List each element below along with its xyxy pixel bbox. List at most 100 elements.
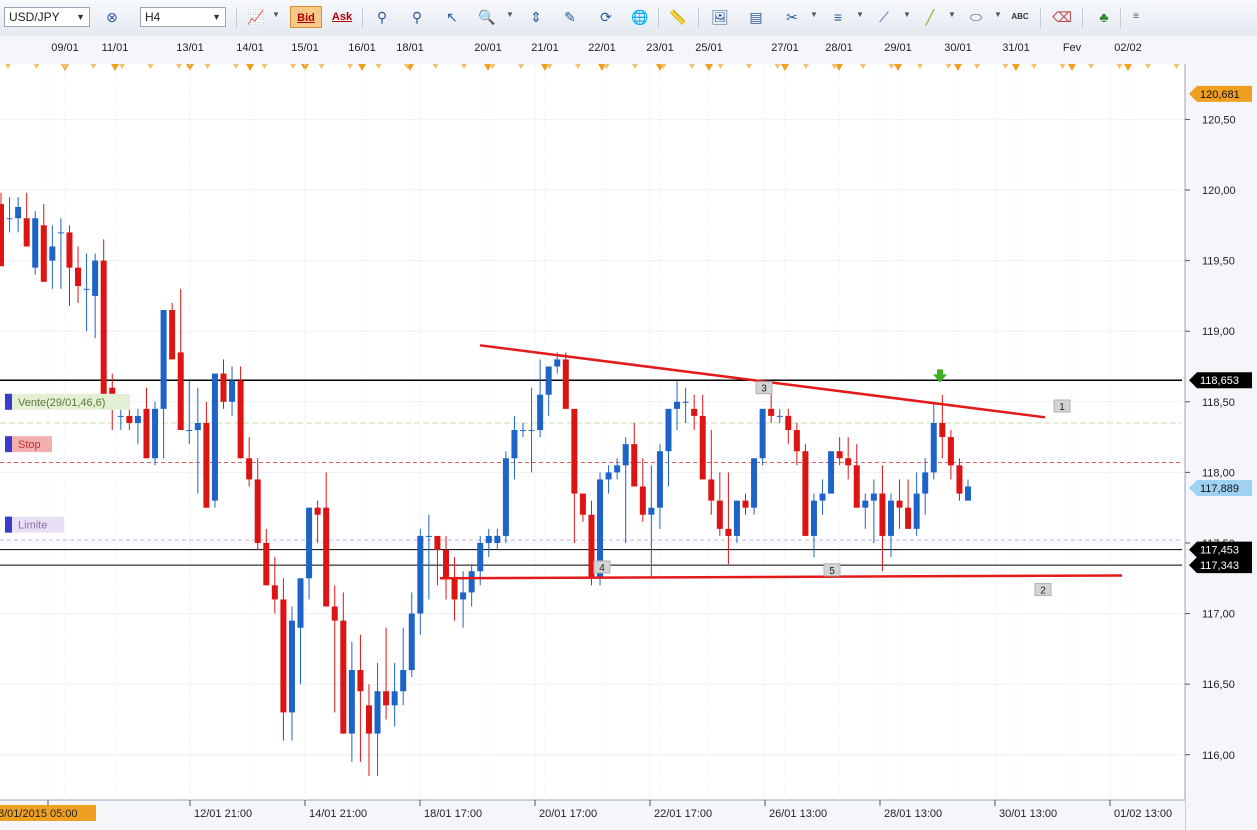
bid-button[interactable]: Bid: [290, 6, 322, 28]
toolbar-divider: [658, 8, 659, 28]
price-tick-label: 118,00: [1202, 467, 1235, 479]
candle-body: [83, 288, 90, 290]
chevron-down-icon[interactable]: ▼: [272, 10, 280, 19]
date-tick-icon: [489, 64, 496, 69]
annotation-box[interactable]: [1053, 399, 1071, 413]
candle-body: [254, 479, 261, 543]
chevron-down-icon[interactable]: ▼: [994, 10, 1002, 19]
template-icon[interactable]: ▤: [749, 9, 763, 25]
picture-icon[interactable]: 🖼: [711, 9, 729, 25]
date-tick-icon: [746, 64, 752, 69]
chart-type-icon[interactable]: 📈: [247, 9, 265, 25]
candle-body: [828, 451, 835, 494]
candle-body: [237, 380, 244, 459]
date-marker-icon: [1012, 64, 1020, 71]
toolbar-divider: [362, 8, 363, 28]
timeframe-select[interactable]: H4 ▼: [140, 7, 226, 27]
date-tick-icon: [347, 64, 353, 69]
price-chart[interactable]: 09/01 11/01 13/01 14/01 15/01 16/01 18/01 20/01…: [0, 36, 1257, 830]
date-label: 25/01: [695, 42, 723, 54]
edit-icon[interactable]: ✎: [564, 9, 576, 25]
eraser-icon[interactable]: ⌫: [1052, 9, 1072, 25]
refresh-icon[interactable]: ⟳: [600, 9, 612, 25]
globe-icon[interactable]: 🌐: [631, 9, 649, 25]
toolbar-menu-icon[interactable]: ≡: [1133, 11, 1139, 22]
candle-body: [922, 472, 929, 494]
time-label: 22/01 17:00: [654, 808, 712, 820]
annotation-label: 4: [599, 563, 605, 574]
link-icon[interactable]: ⊗: [106, 9, 118, 25]
date-marker-icon: [705, 64, 713, 71]
chevron-down-icon[interactable]: ▼: [856, 10, 864, 19]
date-marker-icon: [835, 64, 843, 71]
candle-body: [383, 691, 390, 706]
candle-body: [271, 585, 278, 600]
annotation-box[interactable]: [755, 381, 773, 395]
time-axis: [0, 800, 1185, 830]
line-tools-icon[interactable]: ⟋: [879, 9, 889, 25]
date-tick-icon: [1116, 64, 1123, 69]
candle-body: [845, 458, 852, 466]
price-tick-label: 119,50: [1202, 256, 1235, 268]
price-tick-label: 117,00: [1202, 609, 1235, 621]
text-tool-icon[interactable]: ABC: [1011, 12, 1029, 21]
zoom-area-icon[interactable]: 🔍: [478, 9, 496, 25]
date-tick-icon: [917, 64, 923, 69]
order-tag-handle[interactable]: [5, 436, 12, 453]
date-label: 16/01: [348, 42, 376, 54]
time-label: 30/01 13:00: [999, 808, 1057, 820]
order-tag-handle[interactable]: [5, 393, 12, 410]
chevron-down-icon[interactable]: ▼: [506, 10, 514, 19]
zoom-in-icon[interactable]: ⚲: [376, 9, 388, 25]
date-tick-icon: [461, 64, 467, 69]
ask-button[interactable]: Ask: [331, 11, 353, 23]
annotation-box[interactable]: [823, 563, 841, 577]
symbol-select[interactable]: USD/JPY ▼: [4, 7, 90, 27]
ruler-icon[interactable]: 📏: [669, 9, 687, 25]
order-tag[interactable]: [12, 393, 130, 410]
order-tag[interactable]: [12, 516, 64, 533]
candle-body: [614, 465, 621, 473]
annotation-box[interactable]: [593, 560, 611, 574]
date-label: 13/01: [176, 42, 204, 54]
candle-body: [494, 535, 501, 543]
hierarchy-icon[interactable]: ♣: [1099, 9, 1109, 25]
date-label: 09/01: [51, 42, 79, 54]
date-tick-icon: [546, 64, 553, 69]
candle-body: [656, 451, 663, 508]
date-tick-icon: [90, 64, 97, 69]
candle-body: [348, 670, 355, 734]
candle-body: [169, 310, 176, 360]
indicators-icon[interactable]: ≡: [833, 9, 843, 25]
candle-body: [965, 486, 971, 501]
order-tag-handle[interactable]: [5, 516, 12, 533]
candle-body: [186, 430, 193, 432]
price-marker-label: 120,681: [1200, 89, 1240, 101]
candle-body: [913, 493, 920, 529]
chevron-down-icon[interactable]: ▼: [810, 10, 818, 19]
pen-icon[interactable]: ╱: [925, 9, 935, 25]
annotation-box[interactable]: [1034, 583, 1052, 597]
tools-icon[interactable]: ✂: [786, 9, 798, 25]
chevron-down-icon[interactable]: ▼: [903, 10, 911, 19]
candle-body: [314, 507, 321, 515]
candle-body: [425, 535, 432, 537]
date-tick-icon: [1173, 64, 1180, 69]
candle-body: [528, 430, 535, 432]
date-label: 21/01: [531, 42, 559, 54]
order-tag[interactable]: [12, 436, 52, 453]
candle-body: [23, 218, 30, 247]
chevron-down-icon[interactable]: ▼: [948, 10, 956, 19]
candle-body: [220, 373, 227, 402]
candle-body: [391, 691, 398, 706]
trendline[interactable]: [439, 574, 1123, 580]
autoscale-icon[interactable]: ⇕: [530, 9, 542, 25]
toolbar-divider: [1120, 8, 1121, 28]
candle-body: [716, 500, 723, 529]
cursor-icon[interactable]: ↖: [446, 9, 458, 25]
ellipse-icon[interactable]: ⬭: [970, 9, 982, 25]
zoom-out-icon[interactable]: ⚲: [411, 9, 423, 25]
price-marker: [1189, 372, 1252, 389]
order-tag-label: Vente(29/01,46,6): [18, 397, 105, 409]
candle-body: [956, 465, 963, 494]
